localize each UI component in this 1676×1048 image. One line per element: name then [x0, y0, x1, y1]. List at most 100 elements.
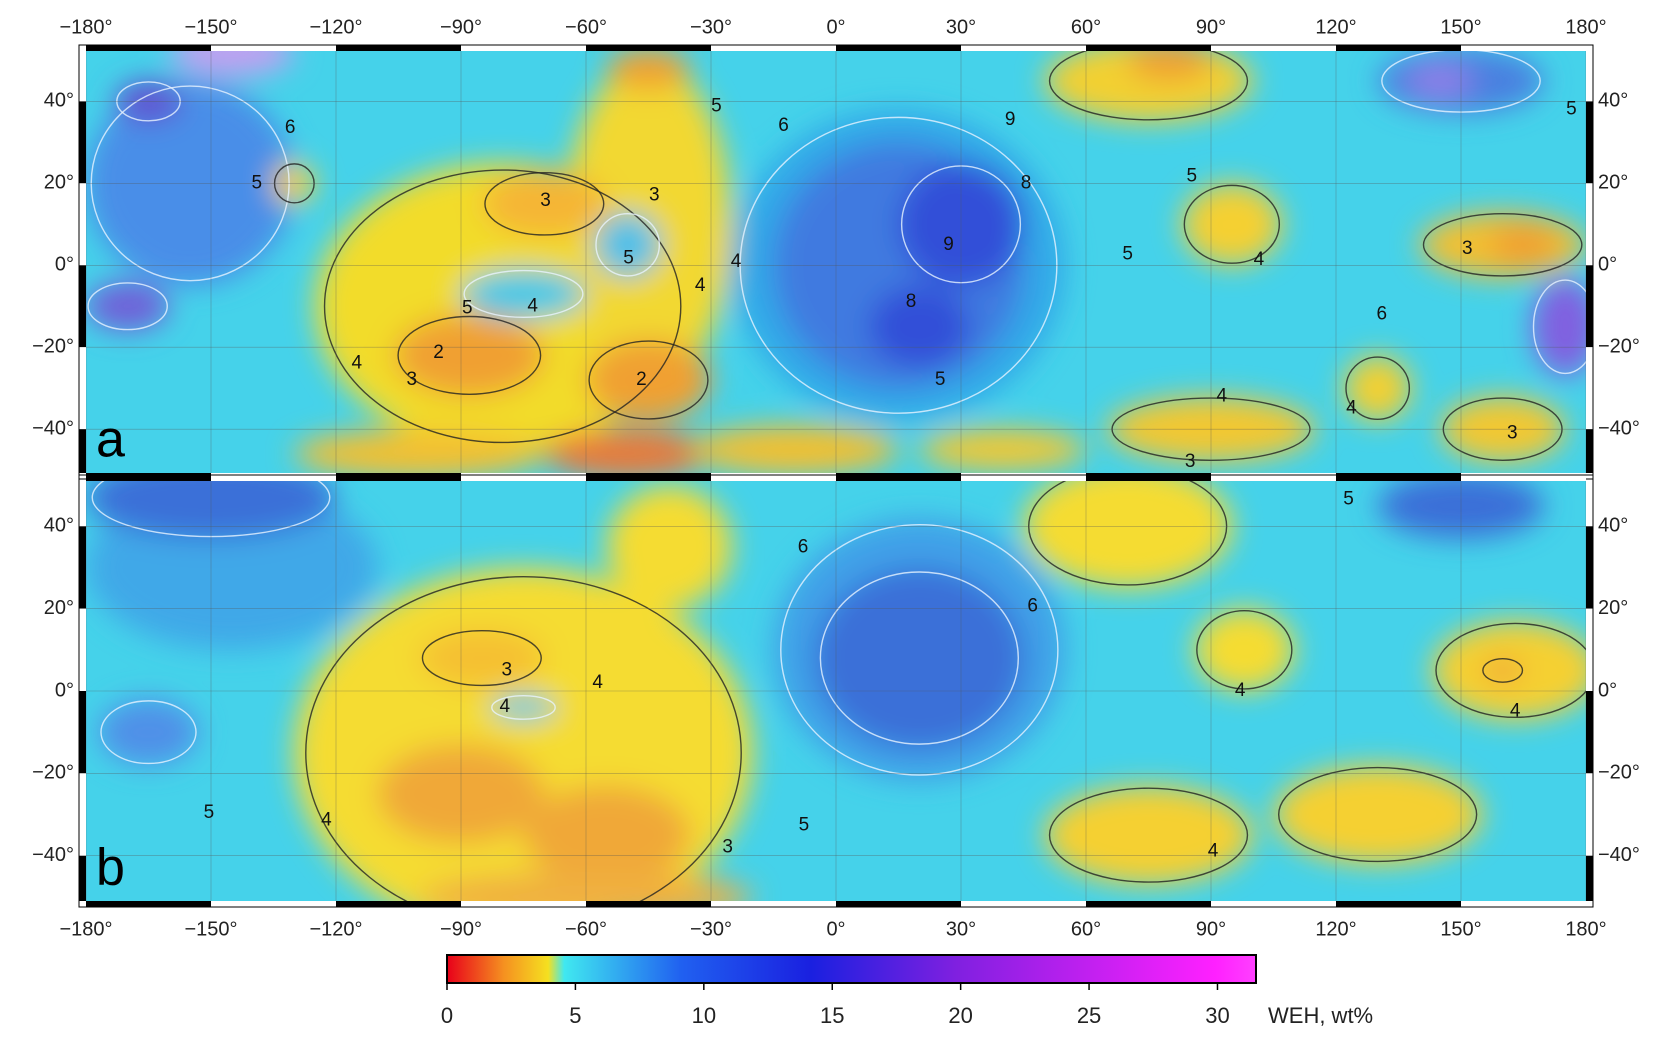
panel-label: a [96, 411, 125, 469]
frame-bar [711, 475, 836, 481]
water-region [481, 171, 607, 237]
lat-label: −20° [1598, 336, 1640, 358]
frame-bar [1336, 901, 1461, 907]
lat-label: 40° [44, 90, 74, 112]
lon-label: 120° [1315, 16, 1356, 38]
contour-label: 5 [462, 297, 473, 318]
frame-bar [1086, 45, 1211, 51]
water-region [169, 51, 295, 77]
contour-label: 4 [1208, 841, 1219, 862]
water-region [1181, 183, 1282, 266]
water-region [1481, 658, 1524, 683]
contour-label: 6 [285, 117, 296, 138]
contour-label: 8 [906, 291, 917, 312]
contour-label: 5 [1343, 489, 1354, 510]
lon-label: −60° [565, 16, 607, 38]
colorbar-tick-label: 30 [1205, 1003, 1229, 1028]
lat-label: −40° [32, 417, 74, 439]
contour-label: 5 [204, 802, 215, 823]
lat-label: −40° [1598, 844, 1640, 866]
water-region [1044, 785, 1253, 885]
frame-bar [79, 855, 86, 901]
frame-bar [1586, 691, 1593, 774]
contour-label: 2 [433, 342, 444, 363]
contour-label: 4 [1510, 701, 1521, 722]
frame-bar [79, 51, 86, 102]
water-region [1127, 51, 1211, 81]
contour-label: 3 [1185, 451, 1196, 472]
contour-label: 3 [407, 369, 418, 390]
frame-bar [1586, 183, 1593, 266]
frame-bar [1461, 901, 1586, 907]
frame-bar [79, 429, 86, 473]
lon-label: 30° [946, 16, 976, 38]
frame-bar [1211, 901, 1336, 907]
water-region [490, 695, 557, 720]
lat-label: −40° [32, 844, 74, 866]
frame-bar [461, 45, 586, 51]
frame [78, 474, 1594, 908]
contour-line [87, 282, 168, 331]
frame-bar [1086, 475, 1211, 481]
frame-bar [79, 183, 86, 266]
water-region [461, 269, 586, 319]
frame-bar [1211, 45, 1336, 51]
frame-bar [211, 45, 336, 51]
frame-bar [79, 608, 86, 691]
frame-bar [961, 901, 1086, 907]
frame-bar [336, 475, 461, 481]
contour-line [1196, 610, 1293, 690]
contour-line [100, 700, 197, 765]
frame-bar [1586, 608, 1593, 691]
frame-bar [836, 45, 961, 51]
water-field [86, 481, 1586, 901]
water-region [98, 699, 199, 766]
lon-label: 0° [826, 918, 845, 940]
contour-label: 3 [722, 836, 733, 857]
contour-label: 5 [1566, 99, 1577, 120]
contour-line [780, 523, 1059, 776]
map-panel-a [86, 51, 1586, 473]
contour-label: 5 [1122, 244, 1133, 265]
frame-bar [1086, 901, 1211, 907]
frame-bar [86, 475, 211, 481]
frame-bar [1586, 429, 1593, 473]
lat-label: 20° [1598, 597, 1628, 619]
water-region [815, 567, 1024, 749]
lon-label: 180° [1565, 16, 1606, 38]
water-region [86, 281, 170, 331]
contour-label: 4 [592, 672, 603, 693]
contour-label: 3 [1462, 238, 1473, 259]
lon-label: −60° [565, 918, 607, 940]
contour-label: 5 [1187, 165, 1198, 186]
contour-line [397, 315, 542, 396]
frame-bar [86, 45, 211, 51]
water-region [869, 285, 970, 368]
panel-label: b [96, 839, 125, 897]
lon-label: −30° [690, 918, 732, 940]
contour-line [1422, 212, 1583, 277]
contour-label: 4 [731, 251, 742, 272]
frame-bar [836, 475, 961, 481]
lon-label: 120° [1315, 918, 1356, 940]
contour-line [1278, 766, 1478, 863]
contour-line [1048, 787, 1249, 883]
lon-label: −180° [59, 16, 112, 38]
lon-label: 180° [1565, 918, 1606, 940]
contour-label: 4 [321, 809, 332, 830]
contour-label: 5 [623, 248, 634, 269]
frame-bar [211, 901, 336, 907]
lat-label: −20° [32, 336, 74, 358]
lat-label: −20° [1598, 762, 1640, 784]
contour-label: 5 [799, 815, 810, 836]
contour-label: 4 [527, 295, 538, 316]
frame-bar [1586, 526, 1593, 609]
water-region [294, 429, 545, 473]
water-region [523, 785, 691, 885]
lon-label: −120° [309, 16, 362, 38]
water-region [544, 429, 711, 473]
colorbar-tick-label: 15 [820, 1003, 844, 1028]
frame-bar [461, 901, 586, 907]
contour-line [1435, 622, 1586, 719]
